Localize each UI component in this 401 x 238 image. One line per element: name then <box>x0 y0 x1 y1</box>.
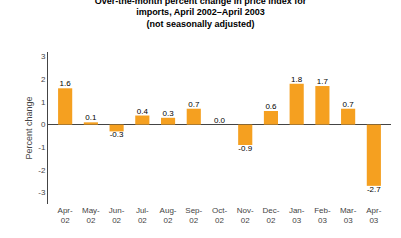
svg-text:Apr-02: Apr-02 <box>58 206 73 225</box>
svg-text:Dec-02: Dec-02 <box>263 206 280 225</box>
svg-text:-0.3: -0.3 <box>110 130 124 139</box>
svg-text:3: 3 <box>41 52 46 61</box>
svg-text:May-02: May-02 <box>82 206 100 225</box>
svg-text:Jun-02: Jun-02 <box>109 206 125 225</box>
svg-text:0: 0 <box>41 120 46 129</box>
svg-text:1: 1 <box>41 98 46 107</box>
svg-text:0.7: 0.7 <box>343 100 355 109</box>
svg-text:-1: -1 <box>38 143 46 152</box>
svg-text:1.6: 1.6 <box>60 79 72 88</box>
svg-text:Feb-03: Feb-03 <box>314 206 331 225</box>
svg-text:-2: -2 <box>38 166 46 175</box>
svg-text:Aug-02: Aug-02 <box>160 206 177 225</box>
svg-text:Oct-02: Oct-02 <box>212 206 227 225</box>
svg-text:-0.9: -0.9 <box>238 144 252 153</box>
svg-text:0.6: 0.6 <box>265 102 277 111</box>
svg-text:1.7: 1.7 <box>317 77 329 86</box>
svg-text:2: 2 <box>41 75 46 84</box>
svg-text:1.8: 1.8 <box>291 75 303 84</box>
svg-text:Mar-03: Mar-03 <box>340 206 357 225</box>
svg-text:Sep-02: Sep-02 <box>185 206 202 225</box>
svg-text:Percent change: Percent change <box>24 96 34 159</box>
svg-text:0.1: 0.1 <box>85 113 97 122</box>
svg-text:Jul-02: Jul-02 <box>136 206 149 225</box>
svg-text:Over-the-month percent change: Over-the-month percent change in price i… <box>95 0 307 29</box>
svg-text:Nov-02: Nov-02 <box>237 206 254 225</box>
svg-text:0.7: 0.7 <box>188 100 200 109</box>
svg-text:-3: -3 <box>38 188 46 197</box>
svg-text:0.0: 0.0 <box>214 116 226 125</box>
svg-text:0.3: 0.3 <box>162 109 174 118</box>
svg-text:-2.7: -2.7 <box>367 185 381 194</box>
svg-text:Jan-03: Jan-03 <box>289 206 305 225</box>
svg-text:Apr-03: Apr-03 <box>366 206 381 225</box>
svg-text:0.4: 0.4 <box>137 107 149 116</box>
